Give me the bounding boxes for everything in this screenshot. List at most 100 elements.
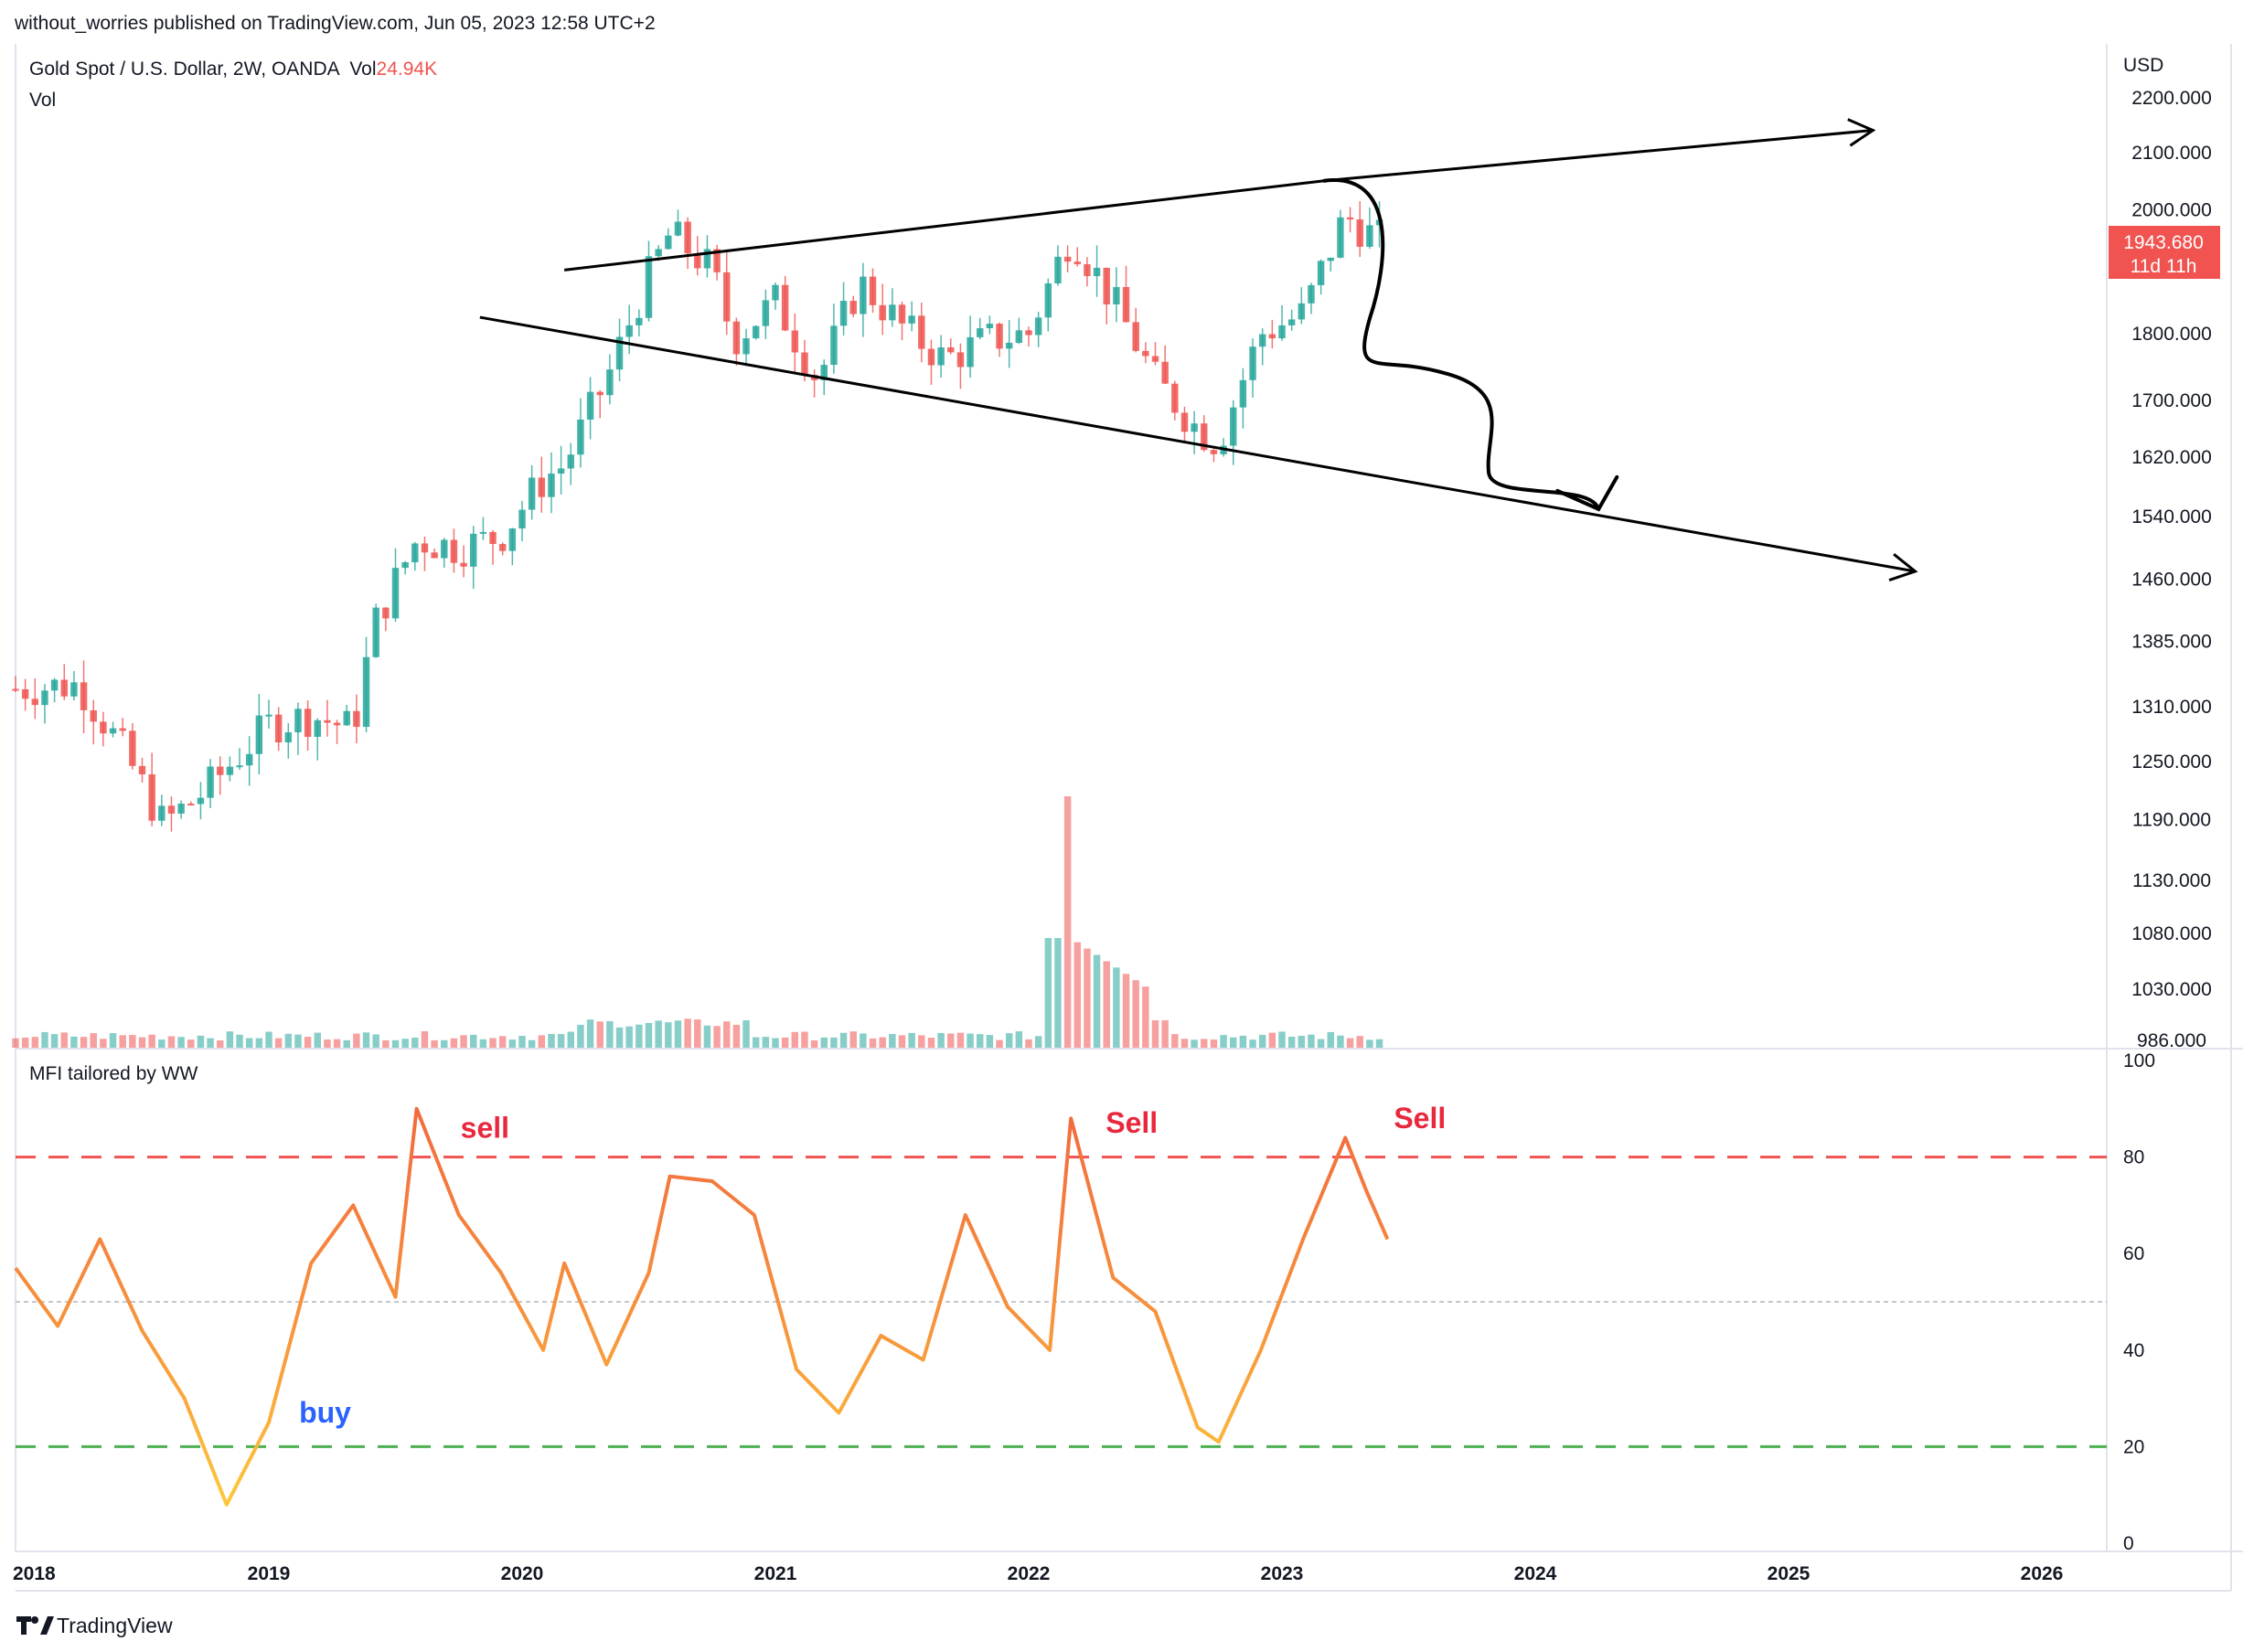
candle-body <box>732 321 741 355</box>
volume-bar <box>772 1038 779 1048</box>
volume-bar <box>187 1039 195 1048</box>
candle <box>12 676 19 692</box>
candle-body <box>167 805 176 814</box>
volume-bar <box>226 1031 234 1048</box>
candle <box>1015 317 1023 345</box>
projection-arrow[interactable] <box>1322 178 1601 511</box>
candle-body <box>489 531 497 545</box>
candle <box>645 240 653 322</box>
candle <box>1171 380 1179 421</box>
candle <box>937 335 945 378</box>
candle-body <box>197 797 205 805</box>
candle <box>90 699 97 745</box>
candle-body <box>1239 379 1247 408</box>
candle-body <box>694 253 701 269</box>
mfi-annotation-sell-2: Sell <box>1394 1102 1446 1135</box>
volume-bar <box>489 1038 497 1048</box>
time-tick-2022: 2022 <box>1008 1563 1051 1584</box>
volume-bar <box>518 1036 526 1048</box>
volume-bar <box>636 1024 643 1048</box>
volume-bar <box>1337 1035 1344 1048</box>
candle <box>732 317 741 366</box>
mfi-annotation-buy-3: buy <box>299 1396 351 1429</box>
candle-body <box>1122 286 1130 323</box>
candle <box>401 560 409 575</box>
mfi-annotation-sell-1: Sell <box>1105 1106 1158 1139</box>
time-tick-2019: 2019 <box>248 1563 291 1584</box>
candle-body <box>119 728 126 731</box>
candle <box>810 369 818 398</box>
volume-bar <box>498 1036 507 1048</box>
candle <box>479 517 487 540</box>
trendline-drawings[interactable] <box>479 118 1918 581</box>
candle <box>596 389 603 419</box>
candle-body <box>860 276 867 314</box>
candle <box>362 636 370 732</box>
candle-body <box>518 509 526 529</box>
trendline-2[interactable] <box>479 315 1916 573</box>
candle-body <box>674 221 682 236</box>
candle-body <box>450 539 458 563</box>
candle <box>1044 278 1052 332</box>
volume-bar <box>177 1037 185 1048</box>
volume-bar <box>1103 961 1110 1048</box>
volume-bar <box>1005 1033 1013 1048</box>
candle <box>879 283 886 336</box>
candle-body <box>1054 256 1062 284</box>
volume-bar <box>1171 1034 1179 1048</box>
candle <box>489 529 497 565</box>
volume-bar <box>986 1035 994 1048</box>
candle <box>245 736 253 786</box>
candle-body <box>918 315 925 349</box>
price-axis[interactable]: 2200.000 2100.000 2000.000 1800.000 1700.000… <box>2131 88 2212 1051</box>
candle-body <box>245 753 253 766</box>
candle <box>557 445 565 495</box>
candle-body <box>1356 219 1363 247</box>
candle <box>956 343 965 389</box>
candle <box>1249 338 1256 398</box>
candle <box>1258 328 1266 366</box>
volume-bar <box>596 1021 603 1048</box>
candle-body <box>343 710 350 726</box>
time-axis[interactable]: 2018 2019 2020 2021 2022 2023 2024 2025 2026 <box>13 1563 2063 1584</box>
volume-bar <box>820 1037 828 1048</box>
candle <box>1093 245 1101 297</box>
volume-bar <box>31 1037 39 1048</box>
candle <box>1287 309 1296 331</box>
candle-body <box>1191 423 1198 432</box>
candle-body <box>742 338 750 355</box>
candle <box>772 282 779 310</box>
time-tick-2023: 2023 <box>1261 1563 1304 1584</box>
candle-body <box>996 324 1003 349</box>
tradingview-logo[interactable]: TradingView <box>16 1614 173 1637</box>
trendline-0[interactable] <box>563 179 1325 272</box>
volume-bar <box>100 1039 107 1048</box>
price-tick-14: 1030.000 <box>2131 979 2212 1000</box>
candle-body <box>109 728 117 734</box>
candle <box>927 339 935 385</box>
volume-bar <box>1073 942 1081 1048</box>
candle <box>694 236 701 276</box>
mfi-axis[interactable]: 100 80 60 40 20 0 <box>2123 1050 2155 1554</box>
candle <box>1327 257 1334 272</box>
volume-bar <box>1054 938 1062 1048</box>
candle <box>518 500 526 542</box>
candle-body <box>1201 423 1208 451</box>
vol-row-label: Vol <box>29 90 57 111</box>
candle-body <box>274 714 283 743</box>
candle-body <box>557 468 565 474</box>
candle <box>217 756 224 795</box>
volume-bar <box>791 1031 799 1048</box>
candle <box>967 315 974 378</box>
volume-bar <box>470 1034 477 1048</box>
trendline-1[interactable] <box>1324 129 1874 183</box>
volume-bar <box>655 1020 662 1048</box>
candle <box>1268 319 1276 349</box>
symbol-legend[interactable]: Gold Spot / U.S. Dollar, 2W, OANDA Vol24… <box>29 59 437 80</box>
volume-bar <box>528 1039 536 1048</box>
candle <box>1142 342 1149 364</box>
candle <box>1122 265 1130 323</box>
candle-body <box>625 325 633 337</box>
volume-bar <box>849 1031 857 1048</box>
